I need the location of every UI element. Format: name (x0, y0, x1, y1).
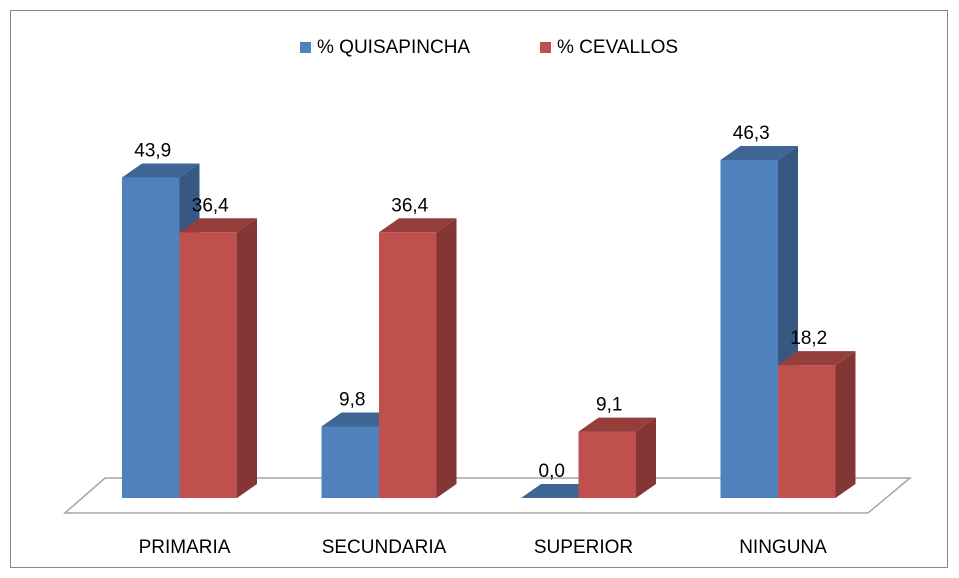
bar-front (578, 431, 636, 498)
data-label: 36,4 (192, 195, 229, 216)
bar-side (237, 218, 257, 498)
bar-side (636, 417, 656, 498)
bar (578, 417, 656, 498)
data-label: 36,4 (391, 195, 428, 216)
bar (379, 218, 457, 498)
floor (63, 477, 913, 514)
bar-front (179, 232, 237, 498)
x-tick-label: SECUNDARIA (322, 537, 447, 558)
bar-side (436, 218, 457, 498)
data-label: 46,3 (733, 123, 770, 144)
bar (778, 351, 856, 498)
data-label: 18,2 (790, 328, 827, 349)
bar-top (379, 218, 457, 233)
data-label: 0,0 (539, 461, 565, 482)
bar-top (122, 163, 200, 178)
x-tick-label: NINGUNA (739, 537, 827, 558)
data-label: 9,1 (596, 395, 622, 416)
x-tick-label: SUPERIOR (534, 537, 633, 558)
bar (179, 218, 257, 498)
bar-top (578, 417, 656, 432)
data-label: 43,9 (134, 141, 171, 162)
legend-label: % CEVALLOS (557, 37, 678, 58)
legend-swatch (540, 42, 551, 53)
bar-front (379, 232, 437, 498)
legend-swatch (300, 42, 311, 53)
bar-front (122, 177, 180, 499)
bar-side (835, 351, 856, 498)
bar-top (720, 146, 798, 160)
bar (720, 146, 798, 498)
data-label: 9,8 (339, 389, 365, 410)
legend-label: % QUISAPINCHA (317, 37, 470, 58)
bar-top (778, 351, 856, 366)
bar-front (778, 365, 836, 498)
bar-front (720, 160, 778, 498)
bar-front (321, 426, 379, 498)
x-tick-label: PRIMARIA (139, 537, 231, 558)
bar-top (179, 218, 257, 233)
